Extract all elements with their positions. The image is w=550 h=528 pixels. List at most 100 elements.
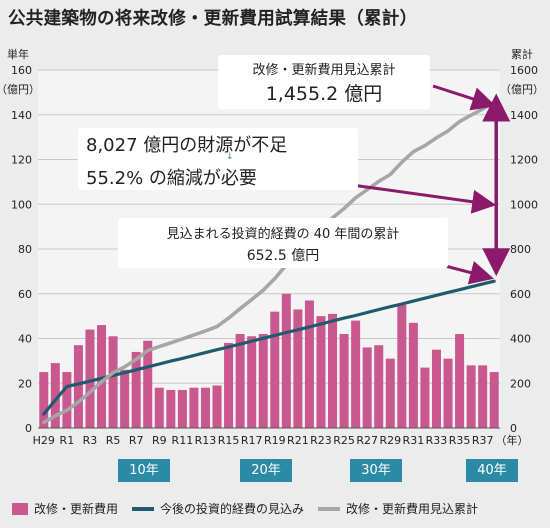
bar — [212, 385, 222, 428]
bar — [385, 358, 395, 428]
right-tick-label: 0 — [510, 422, 517, 435]
bar — [247, 336, 257, 428]
bar — [85, 329, 95, 428]
shortfall-callout: 8,027 億円の財源が不足 ↓ 55.2% の縮減が必要 — [78, 128, 358, 190]
left-tick-label: 80 — [18, 243, 32, 256]
bar — [293, 309, 303, 428]
x-tick-label: R17 — [241, 434, 263, 447]
right-tick-label: 1200 — [510, 154, 538, 167]
bar — [97, 325, 107, 428]
bar — [39, 372, 49, 428]
x-tick-label: R31 — [403, 434, 425, 447]
bar — [62, 372, 72, 428]
right-axis-unit-top: 累計 — [511, 47, 533, 61]
x-tick-label: R3 — [83, 434, 98, 447]
left-axis-unit-top: 単年 — [7, 47, 29, 61]
x-tick-label: R21 — [287, 434, 309, 447]
right-tick-label: 1600 — [510, 64, 538, 77]
right-tick-label: 200 — [510, 377, 531, 390]
bar — [50, 363, 60, 428]
left-tick-label: 160 — [11, 64, 32, 77]
legend-item-cumulative: 改修・更新費用見込累計 — [318, 500, 478, 517]
bar — [431, 349, 441, 428]
left-axis-unit: （億円） — [0, 83, 40, 96]
x-tick-label: R33 — [426, 434, 448, 447]
x-tick-label: R11 — [172, 434, 194, 447]
legend-label-cumulative: 改修・更新費用見込累計 — [346, 502, 479, 516]
invest-callout-value: 652.5 億円 — [246, 248, 320, 264]
right-axis-unit: （億円） — [500, 83, 544, 96]
bar — [258, 334, 268, 428]
cumulative-line — [41, 100, 497, 425]
legend: 改修・更新費用 今後の投資的経費の見込み 改修・更新費用見込累計 — [12, 500, 492, 517]
legend-swatch-cumulative — [318, 506, 341, 511]
bar — [374, 345, 384, 428]
bar — [420, 367, 430, 428]
bar — [408, 322, 418, 428]
legend-swatch-investment — [132, 506, 155, 511]
x-tick-label: H29 — [33, 434, 55, 447]
x-tick-label: R7 — [129, 434, 144, 447]
axes: 0204060801001201401600200400600800100012… — [0, 47, 544, 447]
bar — [455, 334, 465, 428]
right-tick-label: 600 — [510, 288, 531, 301]
chart-title: 公共建築物の将来改修・更新費用試算結果（累計） — [8, 9, 418, 29]
x-tick-label: R15 — [218, 434, 240, 447]
x-tick-label: R27 — [356, 434, 378, 447]
bar — [281, 293, 291, 428]
bar — [362, 347, 372, 428]
bar — [166, 389, 176, 428]
bar — [131, 351, 141, 428]
left-tick-label: 20 — [18, 377, 32, 390]
right-tick-label: 1400 — [510, 109, 538, 122]
bar — [397, 304, 407, 428]
bar — [339, 334, 349, 428]
shortfall-pointer-arrow — [351, 183, 497, 214]
legend-swatch-bar — [12, 502, 28, 515]
bar — [108, 336, 118, 428]
total-pointer-arrow — [432, 84, 496, 111]
legend-label-renovation-cost: 改修・更新費用 — [34, 502, 119, 516]
era-badge-30: 30年 — [350, 459, 402, 482]
x-tick-label: R25 — [333, 434, 355, 447]
bar — [200, 387, 210, 428]
left-tick-label: 140 — [11, 109, 32, 122]
bar — [177, 389, 187, 428]
bar — [189, 387, 199, 428]
left-tick-label: 40 — [18, 333, 32, 346]
bar — [351, 320, 361, 428]
total-callout-title: 改修・更新費用見込累計 — [252, 63, 396, 78]
legend-item-investment: 今後の投資的経費の見込み — [132, 500, 304, 517]
legend-item-renovation-cost: 改修・更新費用 — [12, 500, 118, 517]
right-tick-label: 1000 — [510, 198, 538, 211]
bar — [316, 316, 326, 428]
legend-label-investment: 今後の投資的経費の見込み — [160, 502, 305, 516]
x-tick-label: R1 — [60, 434, 75, 447]
bar — [235, 334, 245, 428]
bar — [328, 313, 338, 428]
invest-callout: 見込まれる投資的経費の 40 年間の累計 652.5 億円 — [118, 218, 448, 268]
total-callout-value: 1,455.2 億円 — [265, 83, 383, 105]
left-tick-label: 60 — [18, 288, 32, 301]
x-axis-unit: （年） — [496, 433, 529, 447]
x-tick-label: R5 — [106, 434, 121, 447]
x-tick-label: R37 — [472, 434, 494, 447]
x-tick-label: R23 — [310, 434, 332, 447]
era-badge-20: 20年 — [240, 459, 292, 482]
left-tick-label: 120 — [11, 154, 32, 167]
era-badge-10: 10年 — [118, 459, 170, 482]
bar — [478, 365, 488, 428]
bar — [73, 345, 83, 428]
bar — [143, 340, 153, 428]
left-tick-label: 0 — [25, 422, 32, 435]
bar — [154, 387, 164, 428]
shortfall-down-arrow-icon: ↓ — [226, 152, 234, 162]
shortfall-line-1: 8,027 億円の財源が不足 — [86, 135, 288, 156]
era-badge-40: 40年 — [466, 459, 518, 482]
line-series — [41, 100, 497, 425]
x-tick-label: R19 — [264, 434, 286, 447]
left-tick-label: 100 — [11, 198, 32, 211]
bar — [270, 311, 280, 428]
x-tick-label: R35 — [449, 434, 471, 447]
total-callout: 改修・更新費用見込累計 1,455.2 億円 — [218, 55, 430, 109]
